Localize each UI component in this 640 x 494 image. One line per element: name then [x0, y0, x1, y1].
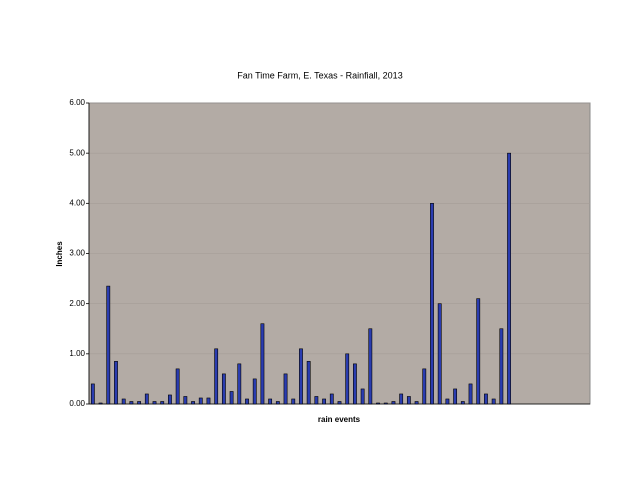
bar	[283, 373, 288, 405]
bar	[476, 298, 481, 405]
bar	[491, 398, 496, 405]
bar	[121, 398, 126, 405]
bar	[160, 401, 165, 405]
bar	[430, 203, 434, 405]
bar	[245, 398, 249, 405]
bar	[360, 388, 365, 405]
x-axis-label: rain events	[318, 415, 361, 424]
bar	[322, 398, 326, 405]
bar	[229, 391, 234, 405]
bar	[499, 328, 504, 405]
bar	[252, 378, 257, 405]
bar	[484, 393, 488, 405]
y-tick-label: 1.00	[69, 349, 85, 358]
bar	[168, 394, 172, 405]
bar	[383, 402, 388, 405]
bar	[345, 353, 350, 405]
bar	[214, 348, 219, 405]
bar	[268, 398, 273, 405]
bar	[275, 401, 280, 405]
y-tick-label: 3.00	[69, 249, 85, 258]
bar	[129, 401, 134, 405]
y-tick-label: 4.00	[69, 198, 85, 207]
bar	[422, 368, 427, 405]
bar	[453, 388, 458, 405]
bar	[314, 396, 319, 405]
bar	[368, 328, 373, 405]
bar	[98, 402, 103, 405]
bar	[260, 323, 265, 405]
bar	[221, 373, 226, 405]
bar	[291, 398, 296, 405]
bar	[353, 363, 357, 405]
bar	[468, 383, 473, 405]
bar	[144, 393, 149, 405]
bar	[437, 303, 442, 405]
bar	[152, 401, 157, 405]
bar	[191, 401, 195, 405]
y-axis-label: Inches	[55, 241, 64, 267]
y-tick-label: 0.00	[69, 399, 85, 408]
bar	[198, 397, 203, 405]
bar	[414, 401, 419, 405]
bar	[299, 348, 303, 405]
bar	[406, 396, 411, 405]
y-tick-label: 6.00	[69, 98, 85, 107]
bar	[90, 383, 95, 405]
bar	[137, 401, 142, 405]
bar	[237, 363, 242, 405]
bar	[175, 368, 180, 405]
bar	[206, 397, 211, 405]
bar	[445, 398, 450, 405]
bar	[114, 361, 118, 405]
bar	[106, 285, 111, 405]
bar	[376, 402, 380, 405]
bar	[391, 401, 396, 405]
y-tick-label: 5.00	[69, 148, 85, 157]
bar	[183, 396, 188, 405]
bar	[460, 401, 465, 405]
bar	[337, 401, 342, 405]
bar	[329, 393, 334, 405]
bar	[507, 152, 511, 405]
bar	[306, 361, 311, 405]
bar	[399, 393, 404, 405]
y-tick-label: 2.00	[69, 299, 85, 308]
chart-title: Fan Time Farm, E. Texas - Rainfiall, 201…	[237, 70, 402, 80]
